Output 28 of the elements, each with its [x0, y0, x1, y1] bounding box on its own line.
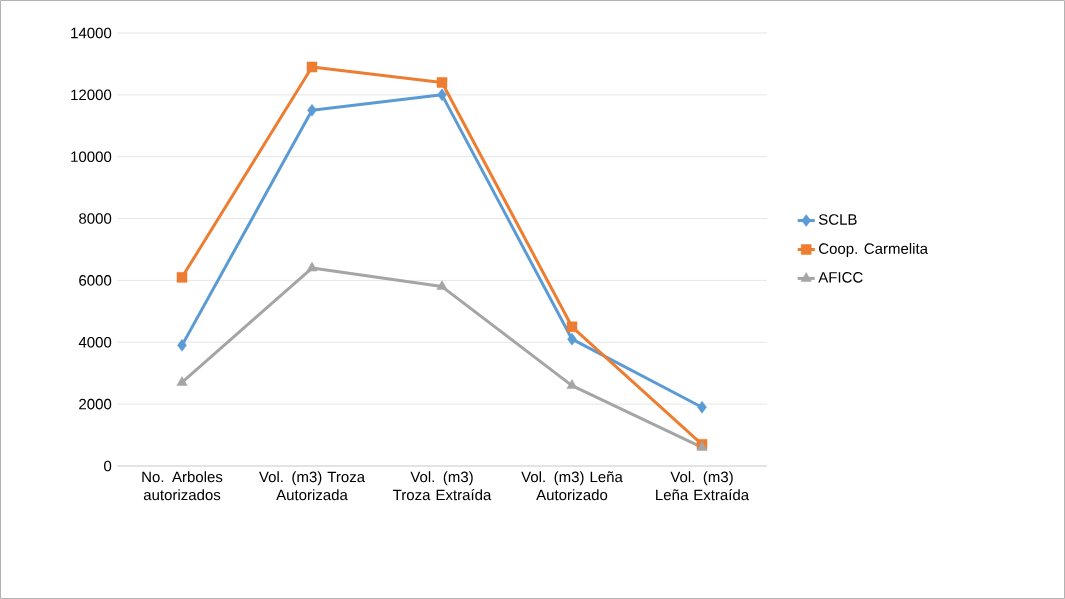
y-tick-label: 4000	[78, 336, 112, 348]
y-tick-label: 6000	[79, 275, 112, 286]
point	[306, 61, 318, 73]
x-tick-label: Vol. (m3) Troza Autorizada	[259, 471, 366, 501]
y-tick-label: 2000	[79, 398, 112, 410]
point	[177, 339, 187, 352]
point	[567, 332, 577, 346]
point	[306, 261, 318, 272]
point	[697, 400, 707, 414]
y-tick-label: 0	[104, 460, 112, 472]
x-tick-label: Vol. (m3) Leña Autorizado	[521, 471, 623, 501]
y-tick-label: 10000	[71, 151, 112, 163]
x-tick-label: Vol. (m3) Troza Extraída	[393, 471, 492, 501]
point	[176, 376, 188, 386]
point	[566, 321, 578, 333]
point	[437, 88, 447, 102]
point	[307, 104, 317, 117]
y-tick-label: 14000	[71, 27, 112, 39]
point	[176, 272, 188, 283]
point	[436, 280, 448, 290]
y-tick-label: 8000	[79, 213, 112, 224]
x-tick-label: Vol. (m3) Leña Extraída	[656, 471, 750, 501]
x-tick-label: No. Arboles autorizados	[142, 471, 223, 501]
point	[436, 77, 448, 88]
y-tick-label: 12000	[71, 89, 112, 101]
legend-label: AFICC	[818, 272, 863, 283]
legend-label: SCLB	[818, 214, 857, 225]
legend-label: Coop. Carmelita	[819, 242, 929, 257]
